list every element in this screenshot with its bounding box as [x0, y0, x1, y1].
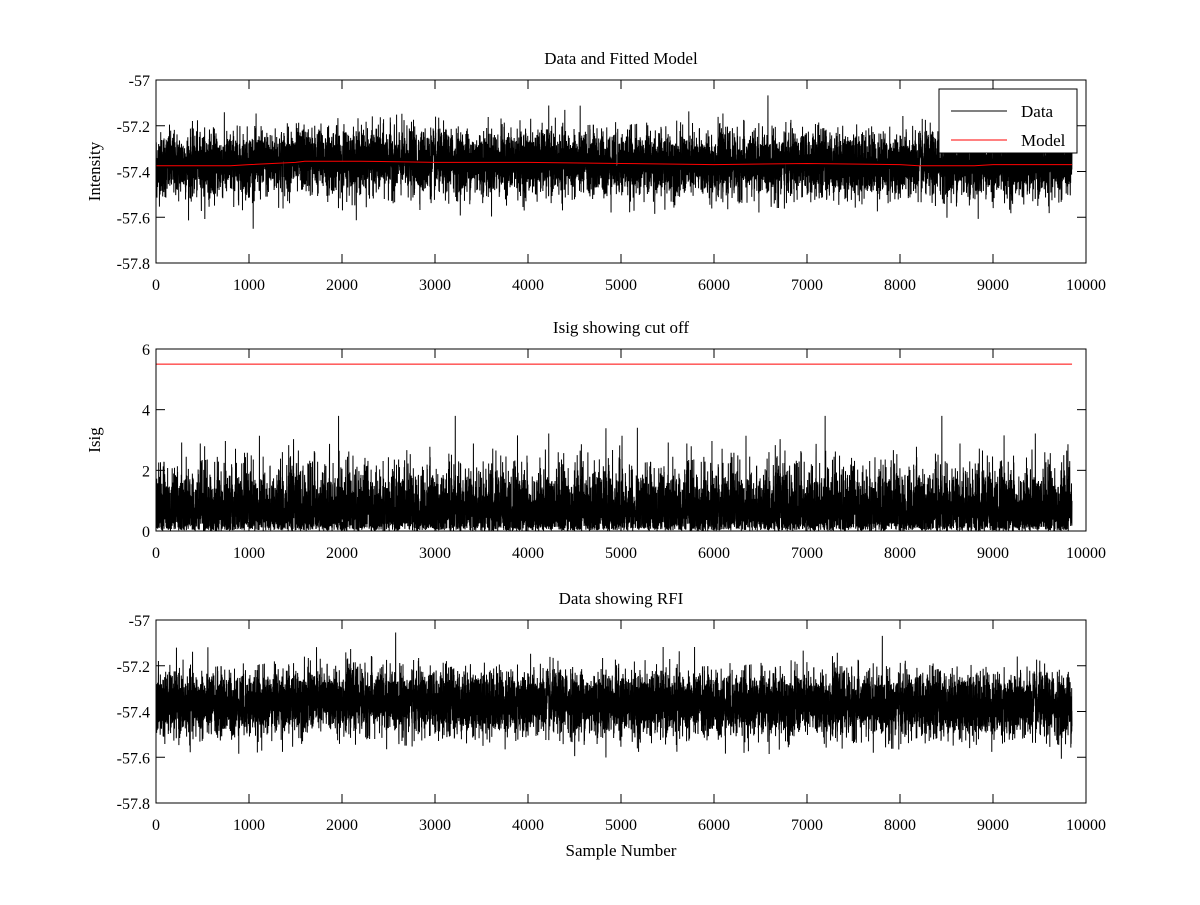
x-tick-label: 10000	[1066, 545, 1106, 562]
y-tick-label: -57.4	[117, 165, 150, 182]
legend-label-data: Data	[1021, 102, 1054, 121]
chart-title: Data showing RFI	[559, 589, 684, 608]
series-group	[156, 632, 1073, 759]
x-tick-label: 9000	[977, 277, 1009, 294]
data-series-line	[156, 415, 1073, 531]
data-series-line	[156, 632, 1073, 759]
y-tick-label: -57.2	[117, 659, 150, 676]
x-tick-label: 1000	[233, 277, 265, 294]
x-tick-label: 3000	[419, 817, 451, 834]
y-tick-label: -57.6	[117, 210, 150, 227]
y-tick-label: 4	[142, 403, 150, 420]
series-group	[156, 363, 1073, 531]
x-tick-label: 5000	[605, 277, 637, 294]
x-tick-label: 2000	[326, 277, 358, 294]
x-tick-label: 9000	[977, 545, 1009, 562]
x-tick-label: 8000	[884, 277, 916, 294]
chart-panel-1: 0 1000 2000 3000 4000 5000 6000 7000 8000 9000 100…	[85, 49, 1106, 294]
x-tick-label: 9000	[977, 817, 1009, 834]
chart-panel-3: 0 1000 2000 3000 4000 5000 6000 7000 8000 9000 100…	[117, 589, 1106, 860]
y-tick-label: -57.6	[117, 750, 150, 767]
x-tick-label: 0	[152, 817, 160, 834]
x-tick-label: 0	[152, 545, 160, 562]
y-tick-label: -57.8	[117, 256, 150, 273]
x-tick-label: 3000	[419, 545, 451, 562]
y-axis-label: Intensity	[85, 141, 104, 201]
x-tick-label: 7000	[791, 277, 823, 294]
y-tick-label: -57.2	[117, 119, 150, 136]
x-tick-label: 6000	[698, 817, 730, 834]
y-axis-label: Isig	[85, 427, 104, 453]
x-tick-label: 3000	[419, 277, 451, 294]
y-tick-label: -57.8	[117, 796, 150, 813]
x-tick-label: 8000	[884, 817, 916, 834]
chart-title: Data and Fitted Model	[544, 49, 698, 68]
y-tick-label: 0	[142, 524, 150, 541]
x-tick-label: 1000	[233, 545, 265, 562]
x-tick-label: 7000	[791, 545, 823, 562]
y-tick-label: 6	[142, 342, 150, 359]
x-tick-label: 10000	[1066, 817, 1106, 834]
y-tick-label: -57	[129, 613, 150, 630]
chart-title: Isig showing cut off	[553, 318, 689, 337]
x-tick-label: 5000	[605, 545, 637, 562]
legend-box	[938, 88, 1078, 154]
legend: Data Model	[938, 88, 1078, 154]
x-tick-label: 7000	[791, 817, 823, 834]
x-tick-label: 6000	[698, 545, 730, 562]
x-tick-label: 6000	[698, 277, 730, 294]
series-group	[156, 95, 1073, 229]
y-tick-label: 2	[142, 463, 150, 480]
x-tick-label: 10000	[1066, 277, 1106, 294]
y-tick-label: -57.4	[117, 705, 150, 722]
x-tick-label: 2000	[326, 545, 358, 562]
x-tick-label: 4000	[512, 277, 544, 294]
x-tick-label: 2000	[326, 817, 358, 834]
x-tick-label: 4000	[512, 545, 544, 562]
x-tick-label: 0	[152, 277, 160, 294]
chart-panel-2: 0 1000 2000 3000 4000 5000 6000 7000 8000 9000 100…	[85, 318, 1106, 562]
y-tick-label: -57	[129, 73, 150, 90]
x-axis-label: Sample Number	[566, 841, 677, 860]
model-series-line	[156, 160, 1073, 167]
x-tick-label: 1000	[233, 817, 265, 834]
legend-label-model: Model	[1021, 131, 1066, 150]
x-tick-label: 4000	[512, 817, 544, 834]
x-tick-label: 8000	[884, 545, 916, 562]
x-tick-label: 5000	[605, 817, 637, 834]
